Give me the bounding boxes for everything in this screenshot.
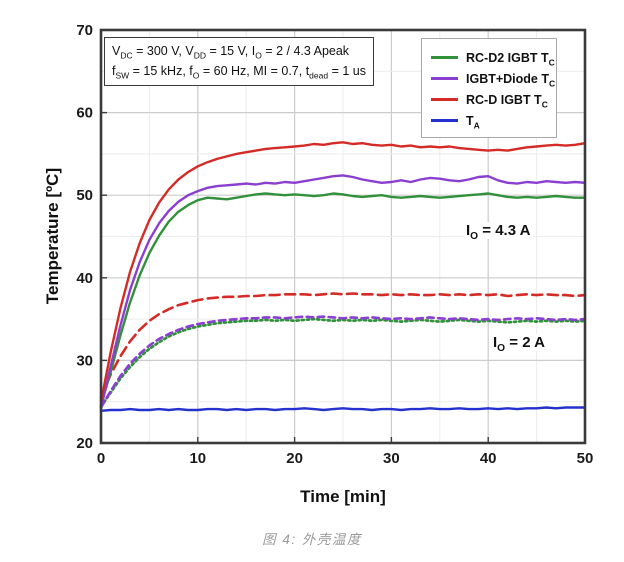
x-tick-label: 40 (480, 450, 497, 467)
y-tick-label: 40 (76, 270, 93, 287)
series-line-4 (99, 174, 587, 410)
series-line-1 (99, 315, 587, 409)
test-conditions-line2: fSW = 15 kHz, fO = 60 Hz, MI = 0.7, tdea… (112, 64, 366, 81)
series-line-5 (99, 141, 587, 403)
legend-line-swatch (431, 98, 458, 101)
legend-label: TA (466, 113, 480, 130)
annotation-io-4-3-a: IO = 4.3 A (464, 222, 533, 242)
series-line-2 (99, 292, 587, 399)
legend-line-swatch (431, 77, 458, 80)
annotation-io-2-a: IO = 2 A (491, 334, 547, 354)
test-conditions-line1: VDC = 300 V, VDD = 15 V, IO = 2 / 4.3 Ap… (112, 44, 350, 61)
legend-item-1: IGBT+Diode TC (431, 68, 555, 89)
y-tick-label: 50 (76, 187, 93, 204)
plot-frame (99, 28, 587, 445)
y-tick-label: 30 (76, 352, 93, 369)
legend-label: RC-D2 IGBT TC (466, 50, 555, 67)
y-tick-label: 60 (76, 105, 93, 122)
y-tick-label: 70 (76, 22, 93, 39)
legend-item-2: RC-D IGBT TC (431, 89, 550, 110)
legend-item-0: RC-D2 IGBT TC (431, 47, 555, 68)
legend-line-swatch (431, 119, 458, 122)
x-tick-label: 30 (383, 450, 400, 467)
series-line-0 (99, 317, 587, 409)
x-axis-label: Time [min] (300, 487, 386, 506)
series-line-3 (99, 192, 587, 407)
test-conditions-box: VDC = 300 V, VDD = 15 V, IO = 2 / 4.3 Ap… (104, 37, 374, 86)
legend-line-swatch (431, 56, 458, 59)
x-tick-label: 10 (189, 450, 206, 467)
x-tick-label: 20 (286, 450, 303, 467)
x-tick-label: 0 (97, 450, 105, 467)
series-line-6 (99, 406, 587, 412)
legend-label: IGBT+Diode TC (466, 71, 556, 88)
y-tick-label: 20 (76, 435, 93, 452)
legend-item-3: TA (431, 110, 550, 131)
y-axis-label: Temperature [ºC] (43, 167, 62, 305)
x-tick-label: 50 (577, 450, 594, 467)
figure-caption: 图 4: 外壳温度 (262, 532, 362, 547)
chart-legend: RC-D2 IGBT TC IGBT+Diode TC RC-D IGBT TC TA (421, 38, 557, 138)
legend-label: RC-D IGBT TC (466, 92, 548, 109)
